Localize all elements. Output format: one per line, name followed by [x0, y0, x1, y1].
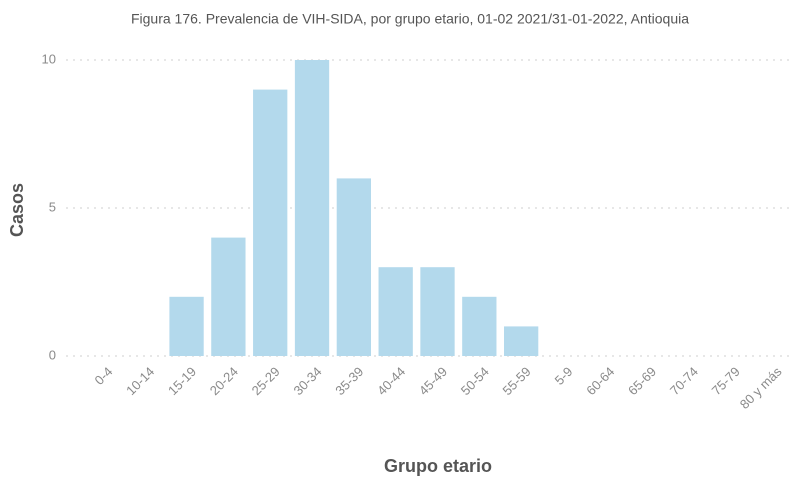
- x-tick-label: 30-34: [290, 364, 324, 398]
- x-tick-label: 15-19: [165, 364, 199, 398]
- bar: [169, 296, 204, 356]
- x-tick-label: 50-54: [458, 364, 492, 398]
- x-tick-label: 65-69: [625, 364, 659, 398]
- x-tick-label: 70-74: [667, 364, 701, 398]
- bar: [503, 326, 539, 356]
- bar: [294, 60, 330, 356]
- bar: [211, 237, 246, 356]
- x-tick-label: 80 y más: [737, 364, 785, 412]
- x-tick-label: 25-29: [249, 364, 283, 398]
- y-tick-label: 10: [42, 51, 56, 66]
- y-axis-title: Casos: [7, 183, 27, 237]
- bar: [420, 267, 455, 356]
- x-tick-label: 10-14: [123, 364, 157, 398]
- x-tick-label: 0-4: [92, 364, 116, 388]
- x-tick-label: 45-49: [416, 364, 450, 398]
- x-tick-label: 20-24: [207, 364, 241, 398]
- x-axis-title: Grupo etario: [384, 456, 492, 476]
- y-tick-label: 0: [49, 347, 56, 362]
- x-tick-label: 35-39: [332, 364, 366, 398]
- y-tick-label: 5: [49, 199, 56, 214]
- bar: [253, 89, 288, 356]
- chart-title: Figura 176. Prevalencia de VIH-SIDA, por…: [131, 11, 689, 27]
- x-tick-label: 75-79: [709, 364, 743, 398]
- bar: [336, 178, 372, 356]
- x-tick-label: 40-44: [374, 364, 408, 398]
- x-tick-label: 5-9: [552, 364, 576, 388]
- bar: [378, 267, 413, 356]
- bar: [462, 296, 497, 356]
- x-tick-label: 55-59: [500, 364, 534, 398]
- x-tick-label: 60-64: [583, 364, 617, 398]
